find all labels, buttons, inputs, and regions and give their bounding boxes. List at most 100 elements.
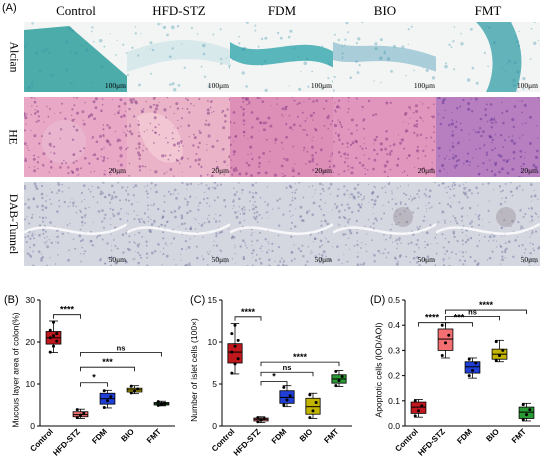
micrograph-alcian-hfd-stz: 100μm <box>127 22 231 92</box>
x-tick-label: HFD-STZ <box>416 427 447 458</box>
data-point <box>420 404 424 408</box>
box-control <box>410 401 427 414</box>
y-tick-label: 10 <box>208 337 218 347</box>
significance-label: **** <box>241 307 256 317</box>
y-tick-label: 0 <box>212 421 217 431</box>
data-point <box>413 399 417 403</box>
data-point <box>440 353 444 357</box>
significance-bracket <box>80 366 135 372</box>
significance-label: ns <box>283 363 292 372</box>
x-tick-label: Control <box>393 427 419 453</box>
group-header-hfd-stz: HFD-STZ <box>152 3 206 18</box>
scale-bar-label: 100μm <box>104 81 126 90</box>
y-tick-label: 20 <box>26 337 36 347</box>
y-tick-label: 0.2 <box>388 371 400 381</box>
group-header-fmt: FMT <box>474 3 502 18</box>
scale-bar-label: 100μm <box>516 81 538 90</box>
data-point <box>494 358 498 362</box>
scale-bar-label: 20μm <box>314 166 332 175</box>
scale-bar-label: 100μm <box>207 81 229 90</box>
data-point <box>79 413 82 417</box>
data-point <box>467 374 471 378</box>
data-point <box>447 333 451 337</box>
data-point <box>334 369 338 373</box>
scale-bar-label: 20μm <box>211 166 229 175</box>
data-point <box>133 389 136 393</box>
scale-bar-label: 50μm <box>211 255 229 264</box>
data-point <box>314 400 318 404</box>
data-point <box>501 348 505 352</box>
data-point <box>440 323 444 327</box>
data-point <box>282 385 286 389</box>
data-point <box>129 384 133 388</box>
significance-label: **** <box>425 313 440 323</box>
data-point <box>233 362 237 366</box>
data-point <box>256 420 260 424</box>
data-point <box>444 341 447 345</box>
data-point <box>236 338 240 342</box>
data-point <box>156 400 160 404</box>
data-point <box>467 357 471 361</box>
scale-bar-label: 20μm <box>108 166 126 175</box>
data-point <box>55 339 59 343</box>
significance-label: *** <box>102 357 113 367</box>
data-point <box>129 391 133 395</box>
micrograph-he-hfd-stz: 20μm <box>127 97 231 177</box>
scale-bar-label: 50μm <box>314 255 332 264</box>
significance-label: ns <box>117 344 126 353</box>
y-tick-label: 30 <box>26 295 36 305</box>
x-tick-label: FDM <box>455 427 474 446</box>
data-point <box>82 411 86 415</box>
data-point <box>259 418 263 422</box>
data-point <box>75 416 79 420</box>
data-point <box>48 328 52 332</box>
significance-label: ns <box>468 307 477 316</box>
data-point <box>337 379 341 383</box>
x-tick-label: BIO <box>484 427 500 443</box>
data-point <box>102 406 106 410</box>
data-point <box>521 418 525 422</box>
data-point <box>288 394 292 398</box>
panel-d-letter: (D) <box>370 294 386 306</box>
data-point <box>285 398 289 402</box>
data-point <box>334 384 338 388</box>
data-point <box>471 369 474 373</box>
data-point <box>308 393 312 397</box>
significance-bracket <box>234 316 262 321</box>
micrograph-dab-tunnel-bio: 50μm <box>333 182 437 266</box>
scale-bar-label: 50μm <box>520 255 538 264</box>
data-point <box>498 353 501 357</box>
significance-bracket <box>260 361 340 367</box>
data-point <box>52 334 55 338</box>
data-point <box>262 416 266 420</box>
micrograph-dab-tunnel-fmt: 50μm <box>436 182 540 266</box>
data-point <box>136 387 140 391</box>
scale-bar-label: 20μm <box>520 166 538 175</box>
micrograph-dab-tunnel-hfd-stz: 50μm <box>127 182 231 266</box>
scale-bar-label: 100μm <box>310 81 332 90</box>
group-header-bio: BIO <box>373 3 397 18</box>
group-header-fdm: FDM <box>267 3 297 18</box>
data-point <box>340 374 344 378</box>
data-point <box>494 340 498 344</box>
data-point <box>474 361 478 365</box>
x-tick-label: FMT <box>510 427 528 445</box>
y-tick-label: 0.4 <box>388 320 400 330</box>
data-point <box>230 350 234 354</box>
y-tick-label: 0 <box>30 421 35 431</box>
significance-bracket <box>445 309 527 315</box>
y-tick-label: 15 <box>208 295 218 305</box>
significance-bracket <box>445 315 500 321</box>
data-point <box>109 395 113 399</box>
significance-bracket <box>260 371 314 377</box>
data-point <box>233 323 237 327</box>
micrograph-alcian-fmt: 100μm <box>436 22 540 92</box>
y-tick-label: 0.3 <box>388 345 400 355</box>
significance-bracket <box>445 322 473 327</box>
data-point <box>52 344 55 348</box>
scale-bar-label: 20μm <box>417 166 435 175</box>
micrograph-he-fmt: 20μm <box>436 97 540 177</box>
data-point <box>521 403 525 407</box>
